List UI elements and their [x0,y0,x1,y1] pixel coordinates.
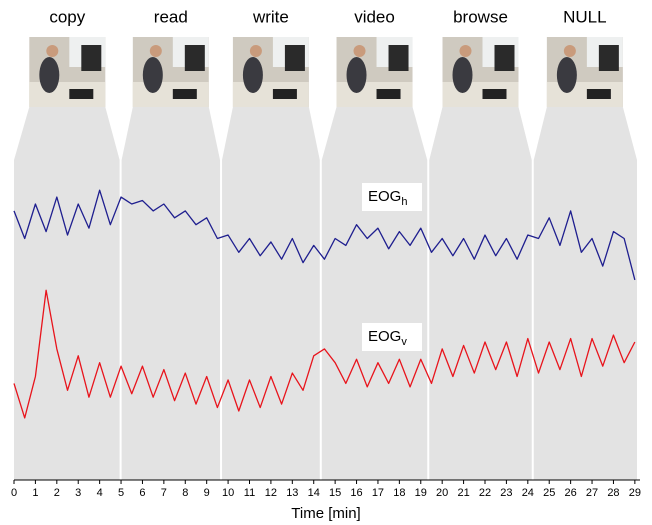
segment-band [222,160,320,480]
x-tick-label: 17 [372,487,384,499]
photo-head [46,45,58,57]
photo-monitor [81,45,101,71]
segment-connector [322,107,427,160]
segment-band [14,160,120,480]
segment-label: browse [453,7,508,26]
x-tick-label: 26 [565,487,577,499]
photo-phone [69,89,93,99]
photo-desk [233,82,309,107]
photo [547,37,623,107]
photo-desk [443,82,519,107]
photo-monitor [599,45,619,71]
x-tick-label: 19 [415,487,427,499]
series-label-name: EOG [368,328,401,345]
series-label-name: EOG [368,188,401,205]
x-tick-label: 23 [500,487,512,499]
photo [443,37,519,107]
x-tick-label: 0 [11,487,17,499]
segment-connector [122,107,220,160]
x-tick-label: 14 [308,487,320,499]
segment-connector [429,107,531,160]
photo-phone [377,89,401,99]
x-tick-label: 10 [222,487,234,499]
x-tick-label: 20 [436,487,448,499]
photo-desk [133,82,209,107]
x-tick-label: 13 [286,487,298,499]
x-tick-label: 6 [139,487,145,499]
x-tick-label: 29 [629,487,641,499]
x-axis-label: Time [min] [291,505,360,522]
photo-head [250,45,262,57]
x-tick-label: 3 [75,487,81,499]
x-tick-label: 8 [182,487,188,499]
x-tick-label: 1 [32,487,38,499]
segment-band [534,160,637,480]
photo-person [557,57,577,93]
segment-label: copy [49,7,85,26]
x-tick-label: 4 [97,487,103,499]
x-tick-label: 24 [522,487,534,499]
photo [133,37,209,107]
segment-label: write [252,7,289,26]
x-tick-label: 7 [161,487,167,499]
x-tick-label: 16 [350,487,362,499]
x-tick-label: 12 [265,487,277,499]
segment-connector [534,107,637,160]
segment-label: NULL [563,7,606,26]
photo-desk [547,82,623,107]
x-tick-label: 27 [586,487,598,499]
photo-desk [337,82,413,107]
segment-connector [222,107,320,160]
photo-head [150,45,162,57]
photo-phone [587,89,611,99]
photo-phone [273,89,297,99]
series-label-subscript: v [401,336,407,348]
x-tick-label: 2 [54,487,60,499]
segment-label: read [154,7,188,26]
x-tick-label: 11 [244,487,255,499]
segment-connector [14,107,120,160]
x-tick-label: 5 [118,487,124,499]
x-tick-label: 15 [329,487,341,499]
x-tick-label: 22 [479,487,491,499]
photo-person [347,57,367,93]
chart: Time [min] copy read write video browse NULL 0… [0,0,652,525]
photo-person [243,57,263,93]
photo-person [143,57,163,93]
photo-head [460,45,472,57]
photo-monitor [185,45,205,71]
segment-label: video [354,7,395,26]
x-tick-label: 9 [204,487,210,499]
photo-monitor [389,45,409,71]
photo-monitor [495,45,515,71]
photo-phone [483,89,507,99]
segment-band [429,160,531,480]
x-tick-label: 25 [543,487,555,499]
photo [337,37,413,107]
photo-monitor [285,45,305,71]
photo-person [39,57,59,93]
x-tick-label: 21 [457,487,469,499]
x-tick-label: 28 [607,487,619,499]
x-tick-label: 18 [393,487,405,499]
photo-head [354,45,366,57]
segment-band [122,160,220,480]
photo [29,37,105,107]
photo-head [564,45,576,57]
photo-desk [29,82,105,107]
photo [233,37,309,107]
photo-phone [173,89,197,99]
photo-person [453,57,473,93]
series-label-subscript: h [401,196,407,208]
